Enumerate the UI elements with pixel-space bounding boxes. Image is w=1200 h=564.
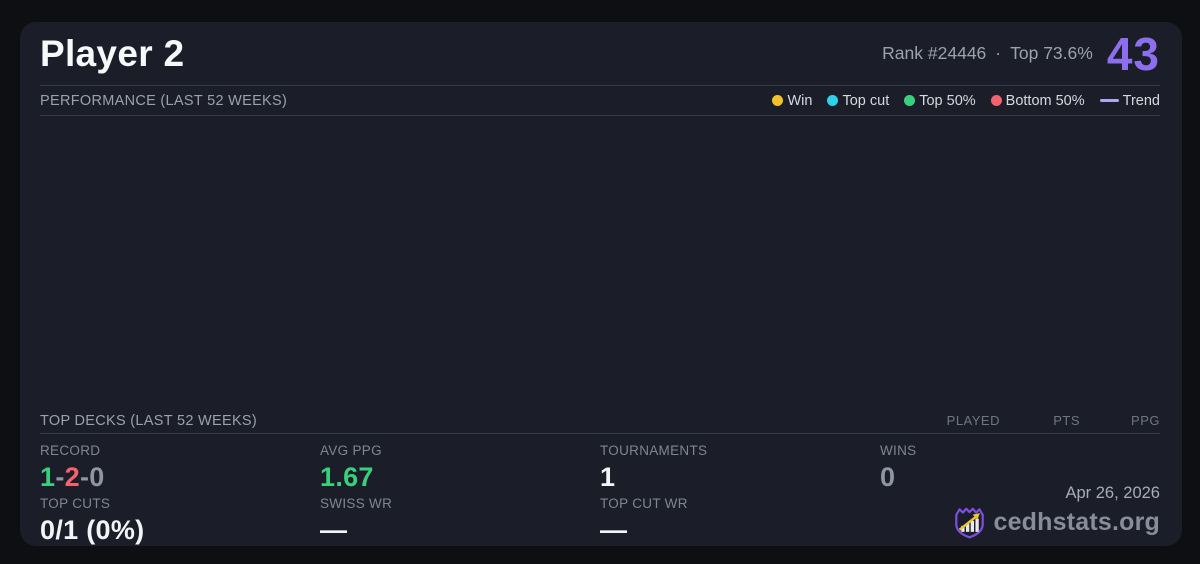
trend-line-icon — [1099, 99, 1119, 102]
legend-label: Trend — [1122, 92, 1160, 109]
performance-chart — [40, 116, 1160, 408]
top50-dot-icon — [904, 95, 916, 106]
card-footer: Apr 26, 2026 cedhstats.org — [954, 484, 1160, 539]
stat-wins: WINS 0 — [880, 443, 1160, 491]
column-ppg: PPG — [1131, 413, 1160, 428]
performance-header: PERFORMANCE (LAST 52 WEEKS) Win Top cut … — [40, 86, 1160, 116]
chart-legend: Win Top cut Top 50% Bottom 50% Trend — [772, 93, 1160, 109]
stat-top-cut-wr: TOP CUT WR — — [600, 496, 880, 544]
stat-avg-ppg: AVG PPG 1.67 — [320, 443, 600, 491]
cedhstats-logo-icon — [954, 506, 985, 539]
legend-item-win[interactable]: Win — [772, 93, 812, 109]
stat-label: TOP CUT WR — [600, 496, 688, 511]
stat-swiss-wr: SWISS WR — — [320, 496, 600, 544]
legend-label: Bottom 50% — [1005, 92, 1085, 109]
rank-separator: · — [995, 43, 1002, 63]
legend-item-trend[interactable]: Trend — [1099, 92, 1160, 109]
column-pts: PTS — [1053, 413, 1080, 428]
top-decks-columns: PLAYED PTS PPG — [920, 413, 1160, 428]
rank-group: Rank #24446 · Top 73.6% 43 — [882, 31, 1160, 77]
record-separator: - — [79, 462, 90, 492]
stat-top-cuts: TOP CUTS 0/1 (0%) — [40, 496, 320, 544]
legend-item-top-cut[interactable]: Top cut — [827, 93, 889, 109]
date-text: Apr 26, 2026 — [1065, 484, 1161, 502]
performance-title: PERFORMANCE (LAST 52 WEEKS) — [40, 92, 288, 109]
brand-text: cedhstats.org — [993, 508, 1160, 536]
avg-ppg-value: 1.67 — [320, 462, 374, 492]
stat-record: RECORD 1-2-0 — [40, 443, 320, 491]
stat-label: AVG PPG — [320, 443, 382, 458]
top-cuts-value: 0/1 (0%) — [40, 515, 145, 545]
player-stats-card: Player 2 Rank #24446 · Top 73.6% 43 PERF… — [20, 22, 1182, 546]
stat-label: TOP CUTS — [40, 496, 111, 511]
stat-tournaments: TOURNAMENTS 1 — [600, 443, 880, 491]
legend-item-bottom50[interactable]: Bottom 50% — [990, 92, 1085, 109]
page-title: Player 2 — [40, 32, 185, 74]
record-draws: 0 — [89, 462, 105, 492]
rank-text: Rank #24446 · Top 73.6% — [882, 43, 1093, 64]
rank-number: Rank #24446 — [882, 43, 987, 63]
tournaments-value: 1 — [600, 462, 616, 492]
score-value: 43 — [1106, 27, 1160, 80]
top-decks-title: TOP DECKS (LAST 52 WEEKS) — [40, 412, 258, 429]
legend-label: Top 50% — [919, 92, 976, 109]
column-played: PLAYED — [946, 413, 1000, 428]
legend-item-top50[interactable]: Top 50% — [904, 92, 976, 109]
legend-label: Win — [787, 92, 813, 109]
stat-label: TOURNAMENTS — [600, 443, 708, 458]
top-cut-wr-value: — — [600, 515, 628, 545]
stat-label: RECORD — [40, 443, 101, 458]
swiss-wr-value: — — [320, 515, 348, 545]
record-separator: - — [55, 462, 65, 492]
record-value: 1-2-0 — [40, 464, 320, 491]
stat-label: WINS — [880, 443, 917, 458]
win-dot-icon — [772, 95, 784, 106]
wins-value: 0 — [880, 462, 896, 492]
stats-grid: RECORD 1-2-0 AVG PPG 1.67 TOURNAMENTS 1 … — [40, 434, 1160, 544]
record-losses: 2 — [64, 462, 80, 492]
bottom50-dot-icon — [990, 95, 1002, 106]
top-decks-header: TOP DECKS (LAST 52 WEEKS) PLAYED PTS PPG — [40, 408, 1160, 434]
stat-label: SWISS WR — [320, 496, 393, 511]
legend-label: Top cut — [842, 92, 890, 109]
top-percent: Top 73.6% — [1010, 43, 1093, 63]
brand-row: cedhstats.org — [954, 506, 1160, 539]
card-header: Player 2 Rank #24446 · Top 73.6% 43 — [40, 22, 1160, 86]
record-wins: 1 — [40, 462, 56, 492]
top-cut-dot-icon — [827, 95, 839, 106]
